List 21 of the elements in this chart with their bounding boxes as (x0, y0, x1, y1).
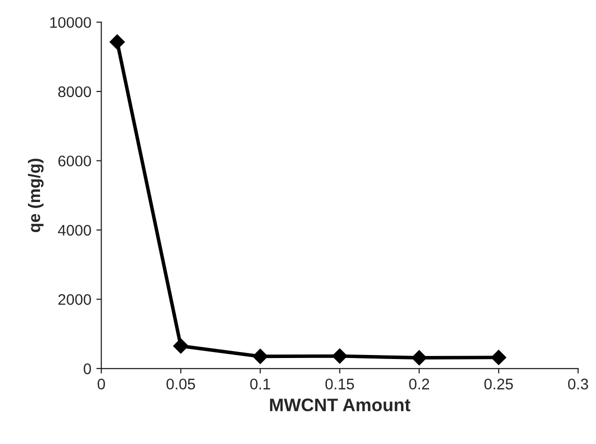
point (252, 348, 268, 364)
y-tick-label: 10000 (50, 17, 92, 28)
x-tick-label: 0.1 (250, 378, 270, 390)
point (412, 350, 427, 366)
x-axis-title: MWCNT Amount (270, 398, 410, 412)
y-tick-label: 4000 (58, 224, 92, 236)
point (110, 34, 125, 50)
y-tick-label: 8000 (58, 86, 92, 98)
x-tick-label: 0.3 (568, 378, 588, 390)
point (491, 350, 506, 366)
point (332, 348, 348, 364)
x-tick-label: 0.05 (166, 378, 196, 390)
y-axis-title: qe (mg/g) (28, 158, 44, 232)
y-tick-label: 0 (84, 363, 91, 374)
x-tick-label: 0.15 (325, 378, 354, 390)
x-tick-label: 0 (98, 378, 105, 390)
x-tick-label: 0.2 (409, 378, 430, 390)
y-tick-label: 6000 (58, 156, 92, 166)
point (173, 338, 188, 354)
x-tick-label: 0.25 (484, 378, 513, 390)
y-tick-label: 2000 (58, 294, 92, 305)
